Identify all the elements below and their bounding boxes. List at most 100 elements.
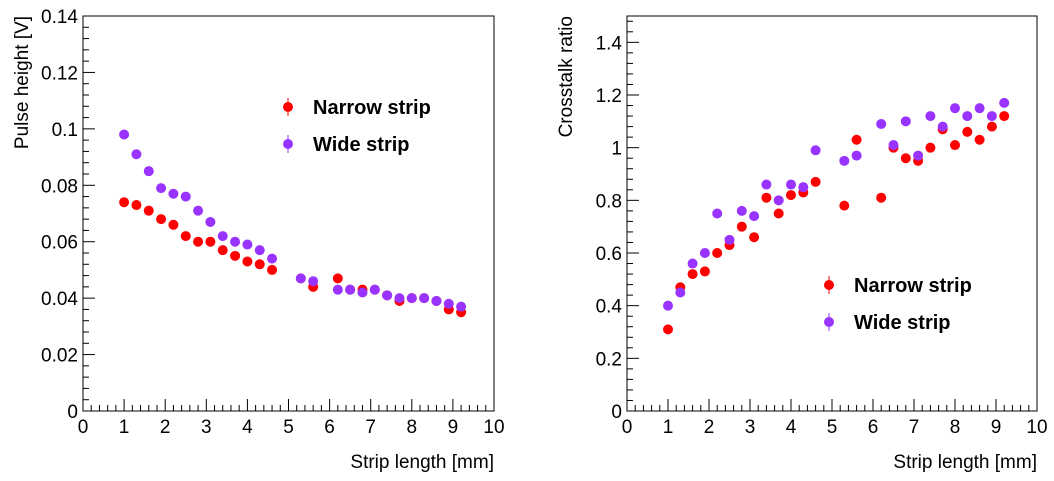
data-point: [230, 250, 241, 261]
x-tick-label: 7: [909, 417, 920, 438]
x-tick-label: 3: [745, 417, 756, 438]
x-tick-label: 3: [201, 417, 212, 438]
legend-label: Wide strip: [313, 134, 410, 156]
data-point: [851, 134, 862, 145]
data-point: [810, 176, 821, 187]
x-tick-label: 6: [868, 417, 879, 438]
y-tick-label: 1: [611, 139, 622, 160]
data-point: [986, 111, 997, 122]
data-point: [443, 298, 454, 309]
data-point: [254, 259, 265, 270]
data-point: [810, 145, 821, 156]
data-point: [712, 248, 723, 258]
y-tick-label: 0.12: [41, 63, 78, 84]
data-point: [431, 295, 442, 306]
data-point: [974, 134, 985, 145]
data-point: [332, 273, 343, 284]
data-point: [131, 149, 142, 160]
y-tick-label: 0.1: [52, 120, 78, 141]
y-tick-label: 0.6: [596, 244, 622, 265]
data-point: [663, 300, 673, 311]
data-point: [193, 236, 204, 247]
data-point: [131, 200, 142, 211]
x-tick-label: 6: [324, 417, 335, 438]
data-point: [876, 192, 887, 203]
data-point: [773, 208, 784, 219]
data-point: [382, 290, 393, 301]
data-point: [950, 140, 960, 151]
y-tick-label: 0.06: [41, 233, 78, 254]
data-point: [986, 121, 997, 132]
data-point: [962, 126, 973, 137]
x-tick-label: 5: [283, 417, 294, 438]
legend-marker: [824, 317, 834, 327]
chart-panel-2: 0 1 2 3 4 5 6 7 8 9 10 0 0.2 0.4 0.6 0.8 1 1.2 1.4 Strip le…: [556, 15, 1048, 473]
legend-label: Narrow strip: [313, 97, 431, 119]
x-tick-label: 9: [448, 417, 459, 438]
series-narrow-strip: [663, 111, 1010, 335]
data-point: [749, 211, 760, 222]
x-tick-label: 10: [1026, 417, 1047, 438]
data-point: [999, 97, 1010, 108]
data-point: [839, 155, 850, 166]
x-tick-label: 4: [242, 417, 253, 438]
data-point: [962, 111, 973, 122]
data-point: [230, 236, 241, 247]
x-tick-label: 7: [365, 417, 376, 438]
data-point: [798, 182, 809, 193]
data-point: [156, 214, 167, 225]
data-point: [205, 236, 216, 247]
x-tick-label: 0: [622, 417, 633, 438]
data-point: [369, 284, 380, 295]
x-tick-label: 1: [119, 417, 130, 438]
data-point: [419, 293, 430, 304]
y-axis-title: Crosstalk ratio: [556, 16, 577, 137]
data-point: [143, 166, 154, 177]
y-tick-label: 0.4: [596, 297, 623, 318]
data-point: [406, 293, 417, 304]
data-point: [937, 121, 948, 132]
x-tick-label: 5: [827, 417, 838, 438]
data-point: [267, 264, 278, 275]
y-tick-label: 1.2: [596, 86, 622, 107]
data-point: [663, 324, 673, 335]
x-tick-label: 8: [407, 417, 418, 438]
data-point: [180, 191, 191, 202]
data-point: [839, 200, 850, 211]
data-point: [900, 116, 911, 127]
data-point: [217, 231, 228, 242]
data-point: [974, 103, 985, 114]
y-axis-title: Pulse height [V]: [12, 16, 33, 149]
data-point: [180, 231, 191, 242]
data-point: [687, 258, 698, 269]
data-point: [773, 195, 784, 206]
y-tick-label: 0.8: [596, 191, 622, 212]
legend-label: Narrow strip: [854, 275, 972, 297]
data-point: [168, 188, 179, 199]
data-point: [345, 284, 356, 295]
data-point: [699, 248, 710, 258]
data-point: [143, 205, 154, 216]
data-point: [786, 190, 796, 201]
x-tick-label: 9: [991, 417, 1002, 438]
data-point: [687, 269, 698, 280]
data-point: [900, 153, 911, 164]
legend-label: Wide strip: [854, 312, 951, 334]
data-point: [999, 111, 1010, 122]
x-axis-title: Strip length [mm]: [893, 452, 1037, 473]
y-tick-label: 0: [67, 402, 78, 423]
y-tick-label: 0.08: [41, 176, 78, 197]
data-point: [119, 197, 130, 208]
data-point: [156, 183, 167, 194]
plot-frame: [626, 15, 1038, 412]
x-tick-label: 10: [483, 417, 504, 438]
legend-marker: [283, 102, 293, 112]
data-point: [357, 287, 368, 298]
series-wide-strip: [663, 97, 1010, 311]
y-tick-label: 0.14: [41, 7, 78, 28]
x-tick-label: 2: [704, 417, 715, 438]
y-tick-label: 0: [611, 402, 622, 423]
data-point: [217, 245, 228, 256]
data-point: [119, 129, 130, 140]
